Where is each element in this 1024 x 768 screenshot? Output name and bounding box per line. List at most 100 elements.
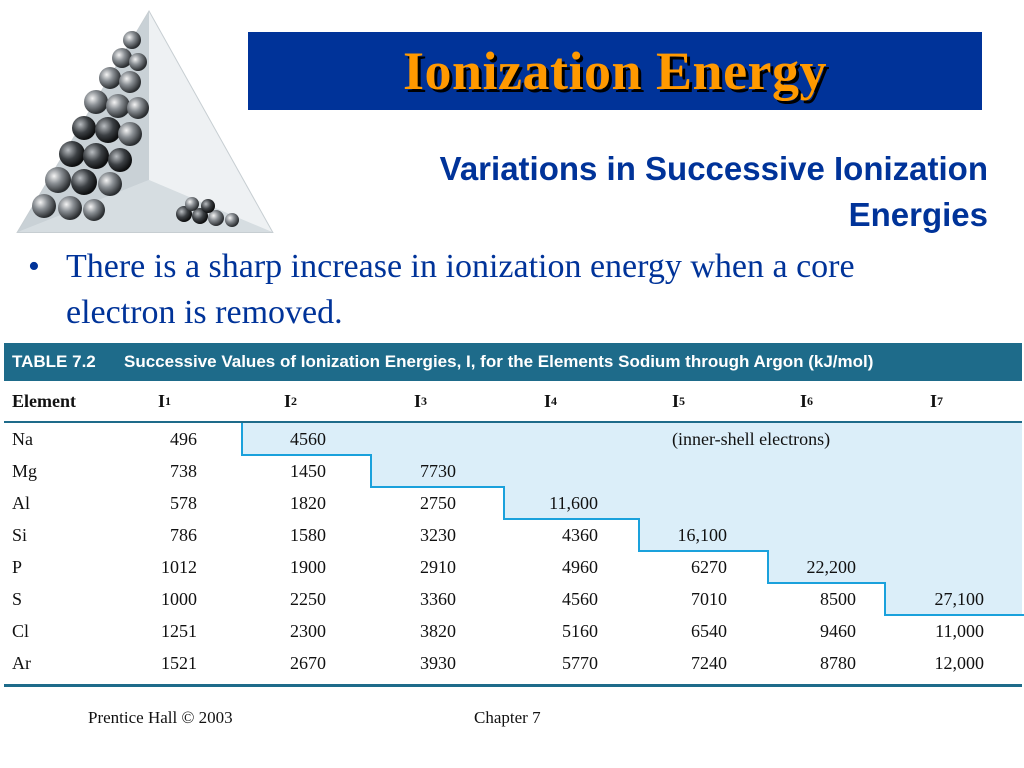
element-symbol: P	[12, 556, 23, 577]
energy-value: 8500	[820, 588, 856, 609]
energy-value: 2250	[290, 588, 326, 609]
energy-value: 3930	[420, 652, 456, 673]
table-column-header: Element I 1 I 2 I 3 I 4 I 5 I 6 I 7	[4, 381, 1022, 423]
energy-value: 786	[170, 524, 197, 545]
table-bottom-rule	[4, 684, 1022, 687]
bullet-dot: •	[28, 248, 40, 285]
energy-value: 5770	[562, 652, 598, 673]
energy-value: 4360	[562, 524, 598, 545]
energy-value: 1820	[290, 492, 326, 513]
energy-value: 2670	[290, 652, 326, 673]
energy-value: 738	[170, 460, 197, 481]
energy-value: 11,000	[935, 620, 984, 641]
staircase-vertical-line	[884, 583, 886, 615]
staircase-vertical-line	[370, 455, 372, 487]
table-body: Na 496 4560 (inner-shell electrons) Mg 738 145…	[4, 423, 1024, 679]
table-caption: Successive Values of Ionization Energies…	[124, 352, 874, 371]
element-symbol: Mg	[12, 460, 38, 481]
table-row: Mg 738 1450 7730	[4, 455, 1022, 487]
energy-value: 3820	[420, 620, 456, 641]
energy-value: 1450	[290, 460, 326, 481]
energy-value: 1012	[161, 556, 197, 577]
inner-shell-shade	[503, 487, 1022, 519]
energy-value: 16,100	[677, 524, 728, 545]
element-column-header: Element	[12, 390, 76, 411]
staircase-horizontal-line	[370, 486, 505, 488]
energy-value: 4960	[562, 556, 598, 577]
bullet-text: There is a sharp increase in ionization …	[66, 248, 855, 331]
table-row: Na 496 4560 (inner-shell electrons)	[4, 423, 1022, 455]
staircase-vertical-line	[638, 519, 640, 551]
energy-value: 11,600	[549, 492, 598, 513]
energy-value: 578	[170, 492, 197, 513]
energy-value: 22,200	[806, 556, 857, 577]
element-symbol: Ar	[12, 652, 31, 673]
inner-shell-shade	[638, 519, 1022, 551]
element-symbol: Cl	[12, 620, 30, 641]
energy-value: 1000	[161, 588, 197, 609]
footer-publisher: Prentice Hall © 2003	[88, 708, 233, 727]
table-row: P 1012 1900 2910 4960 6270 22,200	[4, 551, 1022, 583]
energy-value: 1900	[290, 556, 326, 577]
energy-value: 2910	[420, 556, 456, 577]
staircase-vertical-line	[241, 423, 243, 455]
staircase-horizontal-line	[503, 518, 640, 520]
energy-value: 12,000	[934, 652, 985, 673]
energy-value: 496	[170, 428, 197, 449]
staircase-vertical-line	[767, 551, 769, 583]
table-row: Ar 1521 2670 3930 5770 7240 8780 12,000	[4, 647, 1022, 679]
ionization-table: TABLE 7.2 Successive Values of Ionizatio…	[4, 343, 1024, 679]
inner-shell-shade	[370, 455, 1022, 487]
energy-value: 2300	[290, 620, 326, 641]
staircase-vertical-line	[503, 487, 505, 519]
staircase-horizontal-line	[241, 454, 372, 456]
energy-value: 4560	[562, 588, 598, 609]
table-row: Al 578 1820 2750 11,600	[4, 487, 1022, 519]
energy-value: 27,100	[934, 588, 985, 609]
staircase-horizontal-line	[767, 582, 886, 584]
table-title-bar: TABLE 7.2 Successive Values of Ionizatio…	[4, 343, 1022, 381]
inner-shell-shade	[884, 583, 1022, 615]
footer-chapter: Chapter 7	[474, 708, 541, 727]
energy-value: 5160	[562, 620, 598, 641]
energy-value: 4560	[290, 428, 326, 449]
energy-value: 1521	[161, 652, 197, 673]
inner-shell-shade	[767, 551, 1022, 583]
page-title: Ionization Energy	[402, 41, 828, 101]
energy-value: 2750	[420, 492, 456, 513]
energy-value: 1580	[290, 524, 326, 545]
energy-value: 8780	[820, 652, 856, 673]
subtitle-line-2: Energies	[848, 196, 988, 233]
energy-value: 7730	[420, 460, 456, 481]
energy-value: 7240	[691, 652, 727, 673]
tetrahedron-logo	[16, 10, 274, 233]
element-symbol: Na	[12, 428, 33, 449]
inner-shell-note: (inner-shell electrons)	[672, 428, 831, 449]
subtitle-line-1: Variations in Successive Ionization	[439, 150, 988, 187]
table-row: S 1000 2250 3360 4560 7010 8500 27,100	[4, 583, 1022, 615]
staircase-horizontal-line	[638, 550, 769, 552]
subtitle: Variations in Successive Ionization Ener…	[288, 146, 988, 238]
element-symbol: S	[12, 588, 23, 609]
energy-value: 7010	[691, 588, 727, 609]
energy-value: 1251	[161, 620, 197, 641]
energy-value: 6270	[691, 556, 727, 577]
element-symbol: Si	[12, 524, 28, 545]
table-row: Cl 1251 2300 3820 5160 6540 9460 11,000	[4, 615, 1022, 647]
inner-shell-shade	[241, 423, 1022, 455]
table-row: Si 786 1580 3230 4360 16,100	[4, 519, 1022, 551]
bullet-point: • There is a sharp increase in ionizatio…	[28, 244, 958, 336]
energy-value: 3230	[420, 524, 456, 545]
staircase-horizontal-line	[884, 614, 1024, 616]
title-banner: Ionization Energy	[248, 32, 982, 110]
table-label: TABLE 7.2	[12, 352, 96, 371]
energy-value: 6540	[691, 620, 727, 641]
element-symbol: Al	[12, 492, 30, 513]
